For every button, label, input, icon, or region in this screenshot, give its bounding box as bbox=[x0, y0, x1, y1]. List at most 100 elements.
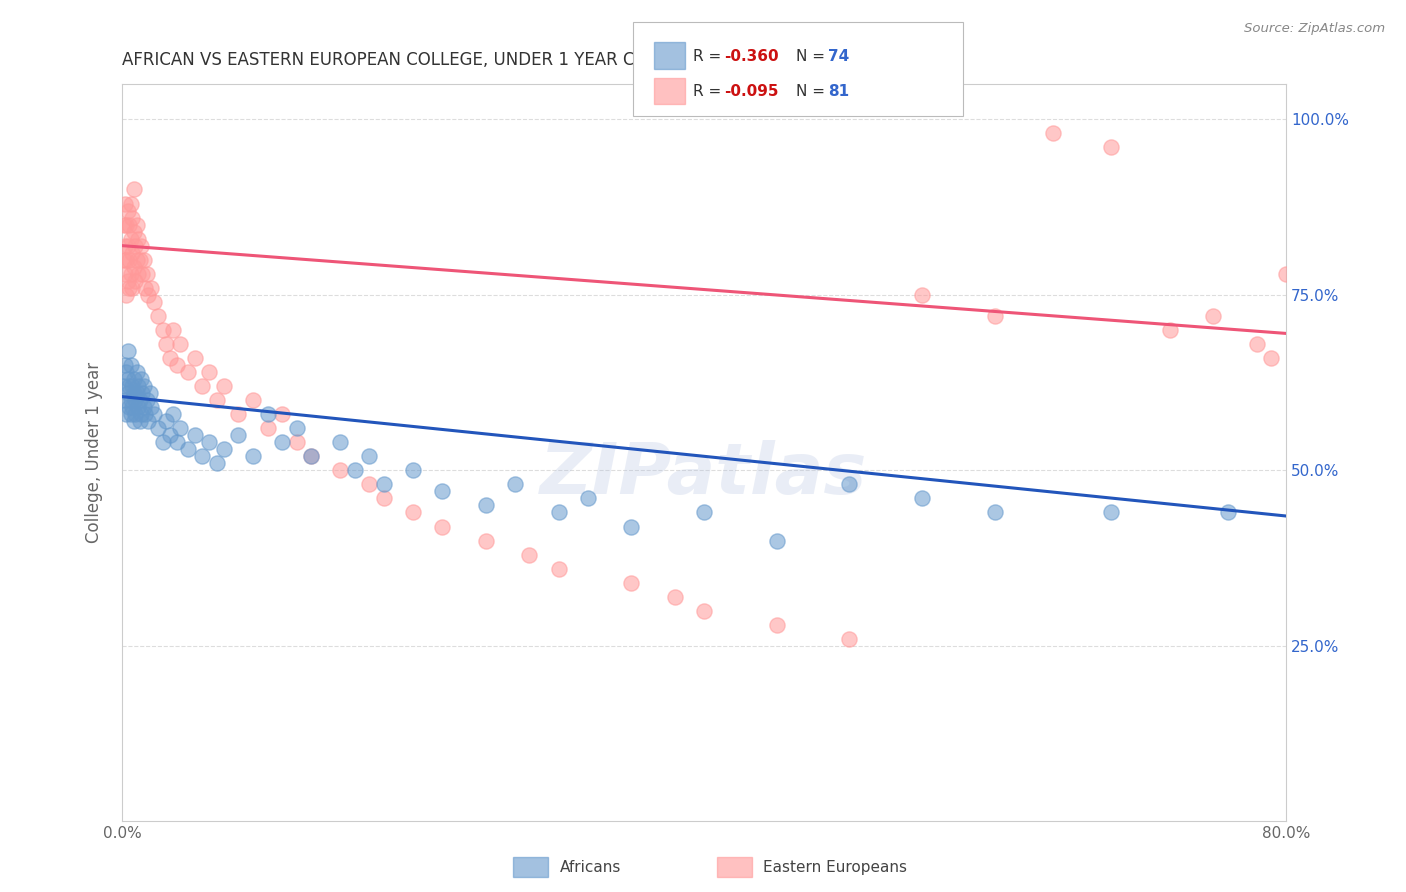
Point bbox=[1099, 140, 1122, 154]
Point bbox=[1303, 252, 1326, 267]
Point bbox=[271, 435, 294, 450]
Text: Africans: Africans bbox=[560, 861, 621, 875]
Text: ZIPatlas: ZIPatlas bbox=[540, 441, 868, 509]
Point bbox=[285, 421, 308, 435]
Point bbox=[127, 400, 149, 414]
Point bbox=[1260, 351, 1282, 365]
Point bbox=[121, 379, 143, 393]
Point bbox=[122, 386, 145, 401]
Point bbox=[166, 435, 188, 450]
Point bbox=[114, 238, 136, 252]
Point bbox=[184, 428, 207, 442]
Point bbox=[474, 499, 496, 513]
Point bbox=[112, 218, 135, 232]
Point bbox=[1246, 337, 1268, 351]
Point bbox=[115, 365, 138, 379]
Point bbox=[129, 372, 152, 386]
Point bbox=[128, 252, 150, 267]
Point bbox=[984, 309, 1007, 323]
Point bbox=[138, 386, 160, 401]
Point bbox=[176, 442, 198, 457]
Point bbox=[256, 421, 278, 435]
Point bbox=[228, 407, 250, 421]
Text: N =: N = bbox=[796, 49, 830, 63]
Y-axis label: College, Under 1 year: College, Under 1 year bbox=[86, 362, 103, 543]
Point bbox=[547, 506, 569, 520]
Text: Eastern Europeans: Eastern Europeans bbox=[763, 861, 907, 875]
Point bbox=[131, 267, 153, 281]
Point bbox=[373, 491, 395, 506]
Point bbox=[693, 506, 716, 520]
Point bbox=[299, 450, 322, 464]
Point bbox=[118, 281, 141, 295]
Point bbox=[664, 590, 686, 604]
Point bbox=[152, 435, 174, 450]
Point bbox=[125, 365, 148, 379]
Point bbox=[117, 238, 139, 252]
Point bbox=[120, 232, 142, 246]
Point bbox=[329, 463, 352, 477]
Point bbox=[122, 372, 145, 386]
Point bbox=[132, 379, 155, 393]
Point bbox=[155, 337, 177, 351]
Point bbox=[115, 218, 138, 232]
Point bbox=[120, 358, 142, 372]
Point bbox=[1159, 323, 1181, 337]
Point bbox=[430, 519, 453, 533]
Point bbox=[131, 386, 153, 401]
Point bbox=[135, 393, 157, 408]
Point bbox=[124, 274, 146, 288]
Point bbox=[134, 407, 156, 421]
Point bbox=[285, 435, 308, 450]
Point bbox=[125, 386, 148, 401]
Point bbox=[127, 232, 149, 246]
Point bbox=[373, 477, 395, 491]
Point bbox=[299, 450, 322, 464]
Point bbox=[169, 337, 191, 351]
Point bbox=[122, 414, 145, 428]
Text: R =: R = bbox=[693, 85, 727, 99]
Text: AFRICAN VS EASTERN EUROPEAN COLLEGE, UNDER 1 YEAR CORRELATION CHART: AFRICAN VS EASTERN EUROPEAN COLLEGE, UND… bbox=[122, 51, 803, 69]
Point bbox=[136, 287, 159, 301]
Point bbox=[765, 533, 787, 548]
Point bbox=[115, 252, 138, 267]
Point bbox=[124, 393, 146, 408]
Point bbox=[503, 477, 526, 491]
Point bbox=[838, 477, 860, 491]
Point bbox=[117, 203, 139, 218]
Point bbox=[128, 393, 150, 408]
Point bbox=[141, 400, 163, 414]
Point bbox=[120, 196, 142, 211]
Point bbox=[122, 260, 145, 274]
Point bbox=[122, 182, 145, 196]
Point bbox=[620, 519, 643, 533]
Point bbox=[114, 196, 136, 211]
Point bbox=[166, 358, 188, 372]
Point bbox=[128, 414, 150, 428]
Point bbox=[114, 267, 136, 281]
Point bbox=[124, 238, 146, 252]
Point bbox=[121, 211, 143, 225]
Point bbox=[117, 274, 139, 288]
Point bbox=[911, 287, 934, 301]
Point bbox=[343, 463, 366, 477]
Point bbox=[129, 407, 152, 421]
Text: Source: ZipAtlas.com: Source: ZipAtlas.com bbox=[1244, 22, 1385, 36]
Point bbox=[212, 442, 235, 457]
Point bbox=[115, 407, 138, 421]
Point bbox=[402, 463, 425, 477]
Point bbox=[1275, 267, 1298, 281]
Point bbox=[693, 604, 716, 618]
Point bbox=[121, 400, 143, 414]
Text: -0.095: -0.095 bbox=[724, 85, 779, 99]
Point bbox=[143, 407, 166, 421]
Point bbox=[120, 407, 142, 421]
Point bbox=[112, 252, 135, 267]
Point bbox=[359, 477, 381, 491]
Point bbox=[228, 428, 250, 442]
Point bbox=[402, 506, 425, 520]
Point bbox=[125, 252, 148, 267]
Point bbox=[118, 400, 141, 414]
Point bbox=[155, 414, 177, 428]
Point bbox=[117, 386, 139, 401]
